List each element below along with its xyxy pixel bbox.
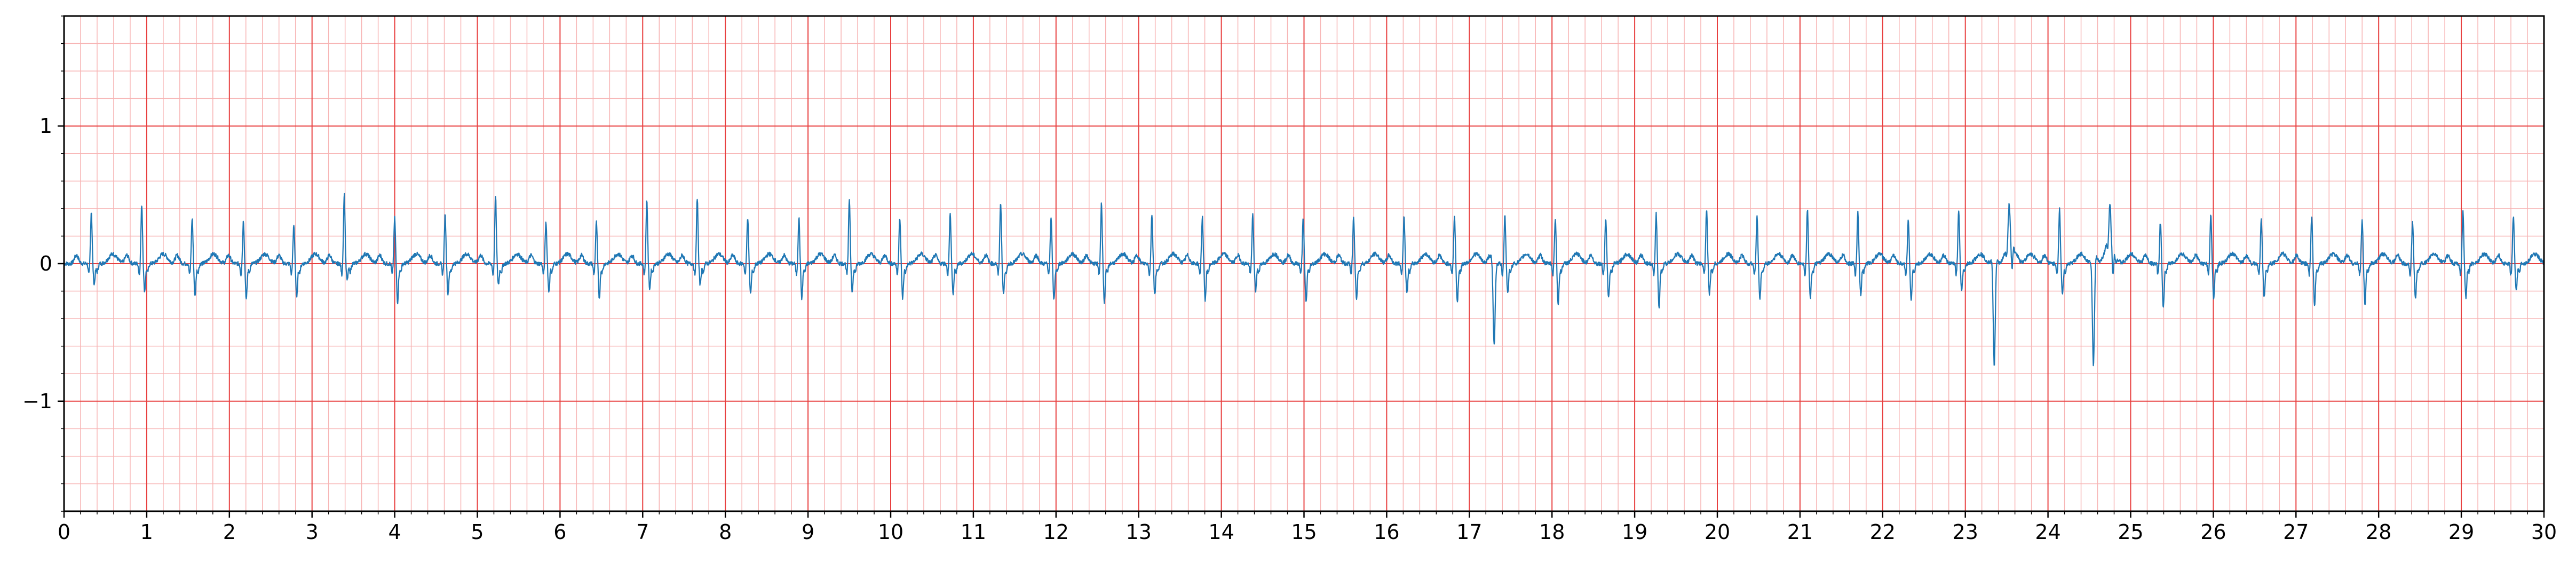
- x-tick-label: 21: [1787, 520, 1813, 544]
- x-tick-label: 16: [1374, 520, 1399, 544]
- x-tick-label: 1: [140, 520, 153, 544]
- x-tick-label: 7: [636, 520, 649, 544]
- x-tick-label: 10: [878, 520, 903, 544]
- x-tick-label: 18: [1539, 520, 1565, 544]
- x-tick-label: 11: [961, 520, 986, 544]
- x-tick-label: 19: [1622, 520, 1647, 544]
- x-tick-label: 27: [2283, 520, 2309, 544]
- x-tick-label: 25: [2118, 520, 2143, 544]
- x-tick-label: 20: [1705, 520, 1730, 544]
- y-tick-label: −1: [22, 390, 52, 413]
- x-tick-label: 8: [719, 520, 732, 544]
- x-tick-label: 15: [1291, 520, 1317, 544]
- y-axis: 1 0 −1: [22, 15, 64, 512]
- x-tick-label: 4: [389, 520, 401, 544]
- x-axis: 0 1 2 3 4 5 6 7 8 9 10 11 12 13 14 15 16 17 18 19 20 21 22 23 24…: [58, 511, 2557, 544]
- x-tick-label: 26: [2200, 520, 2226, 544]
- x-tick-label: 5: [471, 520, 484, 544]
- x-tick-label: 28: [2366, 520, 2391, 544]
- x-tick-label: 30: [2531, 520, 2557, 544]
- x-tick-label: 0: [58, 520, 70, 544]
- x-tick-label: 12: [1043, 520, 1069, 544]
- x-tick-label: 9: [802, 520, 814, 544]
- x-tick-label: 3: [306, 520, 319, 544]
- x-tick-label: 24: [2035, 520, 2060, 544]
- x-tick-label: 29: [2448, 520, 2474, 544]
- y-tick-label: 0: [39, 252, 52, 275]
- x-tick-label: 6: [553, 520, 566, 544]
- ecg-trace-line: [64, 193, 2545, 367]
- x-tick-label: 2: [223, 520, 236, 544]
- x-tick-label: 23: [1953, 520, 1978, 544]
- y-tick-label: 1: [39, 114, 52, 138]
- x-tick-label: 17: [1456, 520, 1482, 544]
- x-tick-label: 13: [1126, 520, 1152, 544]
- x-tick-label: 22: [1870, 520, 1896, 544]
- ecg-series: [64, 193, 2545, 367]
- x-tick-label: 14: [1208, 520, 1234, 544]
